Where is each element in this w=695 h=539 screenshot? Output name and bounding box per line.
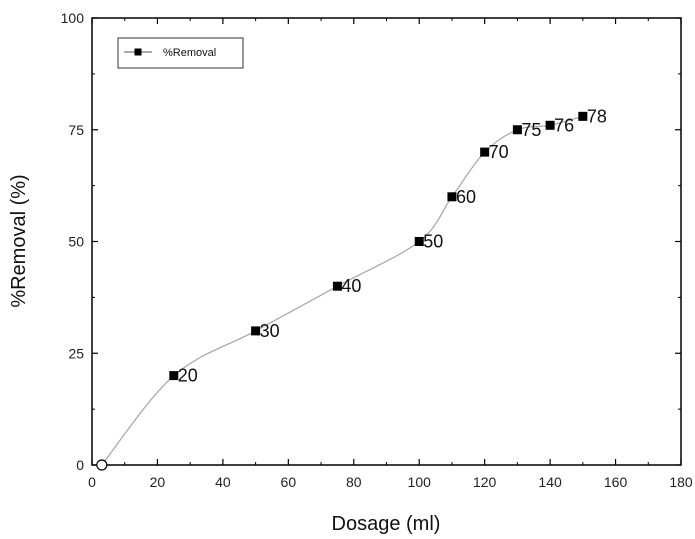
y-tick-label: 75	[68, 122, 84, 138]
legend-label: %Removal	[163, 47, 216, 59]
plot-frame	[91, 17, 682, 466]
data-point-marker	[447, 192, 457, 202]
x-tick-label: 0	[88, 474, 96, 490]
x-tick-label: 80	[346, 474, 362, 490]
y-tick-label: 100	[61, 10, 85, 26]
y-axis-title: %Removal (%)	[8, 174, 30, 307]
data-label: 50	[423, 232, 443, 252]
legend: %Removal	[117, 37, 244, 69]
legend-marker	[134, 48, 142, 56]
x-tick-label: 20	[150, 474, 166, 490]
data-point-marker	[480, 147, 490, 157]
data-point-marker	[578, 111, 588, 121]
data-label: 60	[456, 187, 476, 207]
y-tick-label: 50	[68, 234, 84, 250]
data-point-marker	[332, 281, 342, 291]
x-tick-label: 40	[215, 474, 231, 490]
y-tick-label: 25	[68, 345, 84, 361]
data-label: 78	[587, 106, 607, 126]
y-tick-label: 0	[76, 457, 84, 473]
y-axis-ticks: 0 25 50 75 100	[61, 10, 681, 473]
data-label: 20	[178, 366, 198, 386]
data-point-marker	[545, 120, 555, 130]
x-tick-label: 180	[669, 474, 693, 490]
x-tick-label: 160	[604, 474, 628, 490]
data-label: 76	[554, 115, 574, 135]
x-tick-label: 120	[473, 474, 497, 490]
series-markers	[96, 111, 588, 471]
data-label: 70	[489, 142, 509, 162]
data-point-marker	[414, 237, 424, 246]
data-labels: 20 30 40 50 60 70 75 76 78	[178, 106, 607, 385]
x-tick-label: 100	[408, 474, 432, 490]
data-point-marker	[512, 125, 522, 135]
x-tick-label: 60	[281, 474, 297, 490]
data-point-marker	[169, 371, 179, 381]
data-point-marker	[96, 459, 108, 471]
data-label: 30	[260, 321, 280, 341]
x-axis-ticks: 0 20 40 60 80 100 120 140 160 180	[88, 18, 693, 490]
x-axis-title: Dosage (ml)	[332, 513, 441, 535]
data-label: 75	[521, 120, 541, 140]
x-tick-label: 140	[538, 474, 562, 490]
data-point-marker	[251, 326, 261, 336]
data-label: 40	[341, 276, 361, 296]
